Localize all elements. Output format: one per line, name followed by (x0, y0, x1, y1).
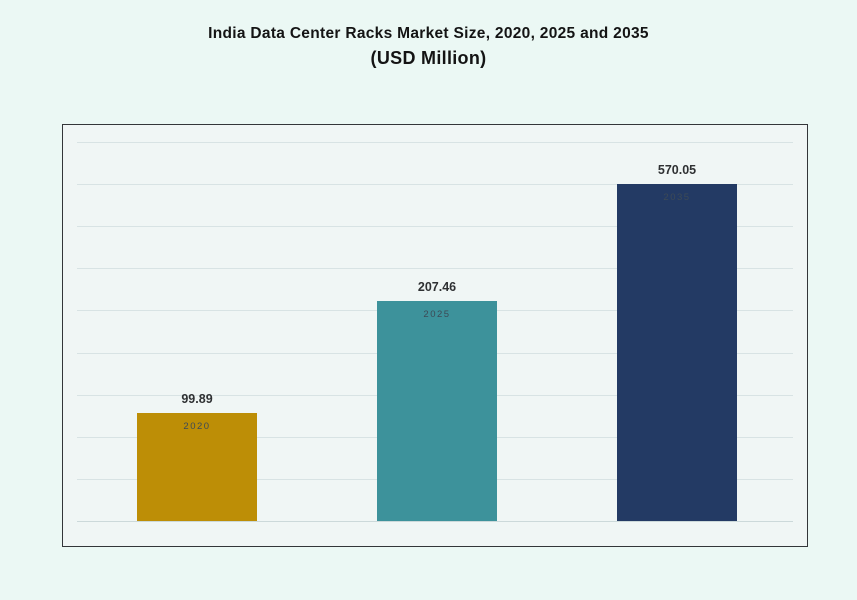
bar-2025 (377, 301, 497, 521)
gridline (77, 142, 793, 143)
value-label-2035: 570.05 (657, 163, 697, 177)
chart-subtitle: (USD Million) (370, 48, 487, 69)
bar-group-2020: 99.89 2020 (137, 392, 257, 521)
category-label-2020: 2020 (183, 421, 211, 432)
gridline (77, 226, 793, 227)
chart-title: India Data Center Racks Market Size, 202… (208, 25, 649, 42)
category-label-2025: 2025 (423, 309, 451, 320)
bar-group-2035: 570.05 2035 (617, 163, 737, 521)
title-block: India Data Center Racks Market Size, 202… (0, 24, 857, 69)
value-label-2025: 207.46 (417, 280, 457, 294)
category-label-2035: 2035 (663, 192, 691, 203)
gridline (77, 184, 793, 185)
bar-2020 (137, 413, 257, 521)
plot-area: 99.89 2020 207.46 2025 570.05 2035 (62, 124, 808, 547)
bar-group-2025: 207.46 2025 (377, 280, 497, 521)
value-label-2020: 99.89 (181, 392, 213, 406)
gridline (77, 268, 793, 269)
x-axis-baseline (77, 521, 793, 522)
bar-2035 (617, 184, 737, 521)
